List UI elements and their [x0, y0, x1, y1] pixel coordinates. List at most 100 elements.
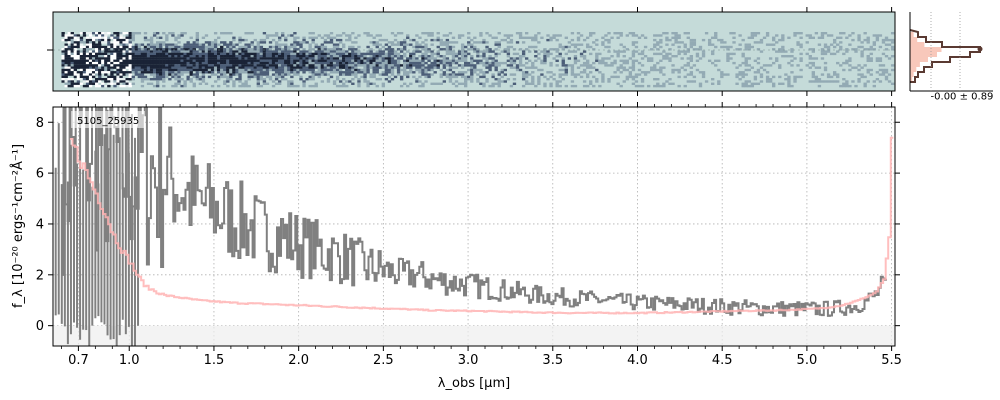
heatmap-cell — [70, 82, 74, 85]
heatmap-cell — [503, 50, 507, 53]
heatmap-cell — [259, 71, 264, 74]
heatmap-cell — [582, 80, 587, 83]
heatmap-cell — [595, 68, 599, 72]
heatmap-cell — [653, 78, 657, 81]
heatmap-cell — [363, 68, 367, 72]
heatmap-cell — [256, 68, 260, 72]
heatmap-cell — [317, 57, 321, 60]
heatmap-cell — [235, 50, 239, 53]
heatmap-cell — [872, 43, 876, 46]
heatmap-cell — [506, 59, 511, 62]
heatmap-cell — [351, 50, 355, 53]
heatmap-cell — [753, 75, 758, 79]
heatmap-cell — [277, 38, 282, 42]
heatmap-cell — [342, 45, 346, 49]
heatmap-cell — [76, 38, 81, 42]
heatmap-cell — [152, 73, 157, 76]
heatmap-cell — [95, 32, 99, 35]
heatmap-cell — [317, 71, 321, 74]
heatmap-cell — [232, 59, 236, 62]
heatmap-cell — [171, 32, 175, 35]
heatmap-cell — [765, 71, 770, 74]
heatmap-cell — [323, 55, 328, 58]
heatmap-cell — [387, 48, 392, 51]
heatmap-cell — [210, 84, 215, 88]
heatmap-cell — [213, 68, 218, 72]
heatmap-cell — [811, 64, 815, 67]
heatmap-cell — [247, 59, 251, 62]
heatmap-cell — [235, 43, 239, 46]
heatmap-cell — [747, 57, 751, 60]
heatmap-cell — [878, 34, 883, 37]
heatmap-cell — [625, 59, 629, 62]
heatmap-cell — [424, 61, 428, 65]
heatmap-cell — [302, 36, 306, 39]
heatmap-cell — [689, 55, 694, 58]
heatmap-cell — [110, 52, 114, 56]
heatmap-cell — [299, 50, 303, 53]
heatmap-cell — [140, 71, 145, 74]
heatmap-cell — [256, 57, 260, 60]
heatmap-cell — [198, 71, 203, 74]
heatmap-cell — [503, 80, 507, 83]
heatmap-cell — [497, 78, 501, 81]
heatmap-cell — [521, 64, 526, 67]
heatmap-cell — [607, 80, 611, 83]
heatmap-cell — [457, 34, 462, 37]
heatmap-cell — [659, 66, 663, 69]
heatmap-cell — [375, 57, 379, 60]
heatmap-cell — [268, 50, 273, 53]
heatmap-cell — [531, 61, 535, 65]
heatmap-cell — [567, 64, 572, 67]
heatmap-cell — [875, 36, 880, 39]
heatmap-cell — [537, 80, 541, 83]
heatmap-cell — [216, 59, 221, 62]
heatmap-cell — [552, 48, 556, 51]
heatmap-cell — [116, 68, 120, 72]
heatmap-cell — [528, 36, 532, 39]
heatmap-cell — [775, 57, 779, 60]
heatmap-cell — [338, 41, 343, 44]
heatmap-cell — [195, 64, 199, 67]
heatmap-cell — [451, 82, 456, 85]
heatmap-cell — [534, 45, 538, 49]
heatmap-cell — [479, 68, 483, 72]
heatmap-cell — [342, 82, 346, 85]
heatmap-cell — [146, 52, 151, 56]
heatmap-cell — [354, 68, 358, 72]
heatmap-cell — [119, 57, 123, 60]
heatmap-cell — [98, 64, 102, 67]
heatmap-cell — [174, 64, 178, 67]
heatmap-cell — [274, 34, 279, 37]
heatmap-cell — [384, 78, 389, 81]
heatmap-cell — [631, 50, 636, 53]
heatmap-cell — [479, 32, 483, 35]
heatmap-cell — [561, 61, 565, 65]
heatmap-cell — [406, 66, 410, 69]
heatmap-cell — [73, 34, 78, 37]
heatmap-cell — [70, 64, 74, 67]
heatmap-cell — [189, 66, 193, 69]
heatmap-cell — [738, 64, 742, 67]
heatmap-cell — [399, 78, 404, 81]
heatmap-cell — [76, 36, 81, 39]
heatmap-cell — [518, 61, 523, 65]
heatmap-cell — [406, 61, 410, 65]
heatmap-cell — [143, 59, 148, 62]
heatmap-cell — [686, 80, 690, 83]
heatmap-cell — [631, 41, 636, 44]
heatmap-cell — [247, 84, 251, 88]
y-tick-label-2: 4 — [36, 217, 44, 232]
heatmap-cell — [421, 82, 425, 85]
heatmap-cell — [134, 59, 139, 62]
heatmap-cell — [235, 64, 239, 67]
heatmap-cell — [778, 50, 782, 53]
heatmap-cell — [122, 41, 126, 44]
heatmap-cell — [476, 50, 480, 53]
heatmap-cell — [427, 48, 431, 51]
heatmap-cell — [381, 50, 386, 53]
heatmap-cell — [171, 66, 175, 69]
heatmap-cell — [747, 64, 751, 67]
heatmap-cell — [186, 48, 190, 51]
heatmap-cell — [878, 57, 883, 60]
